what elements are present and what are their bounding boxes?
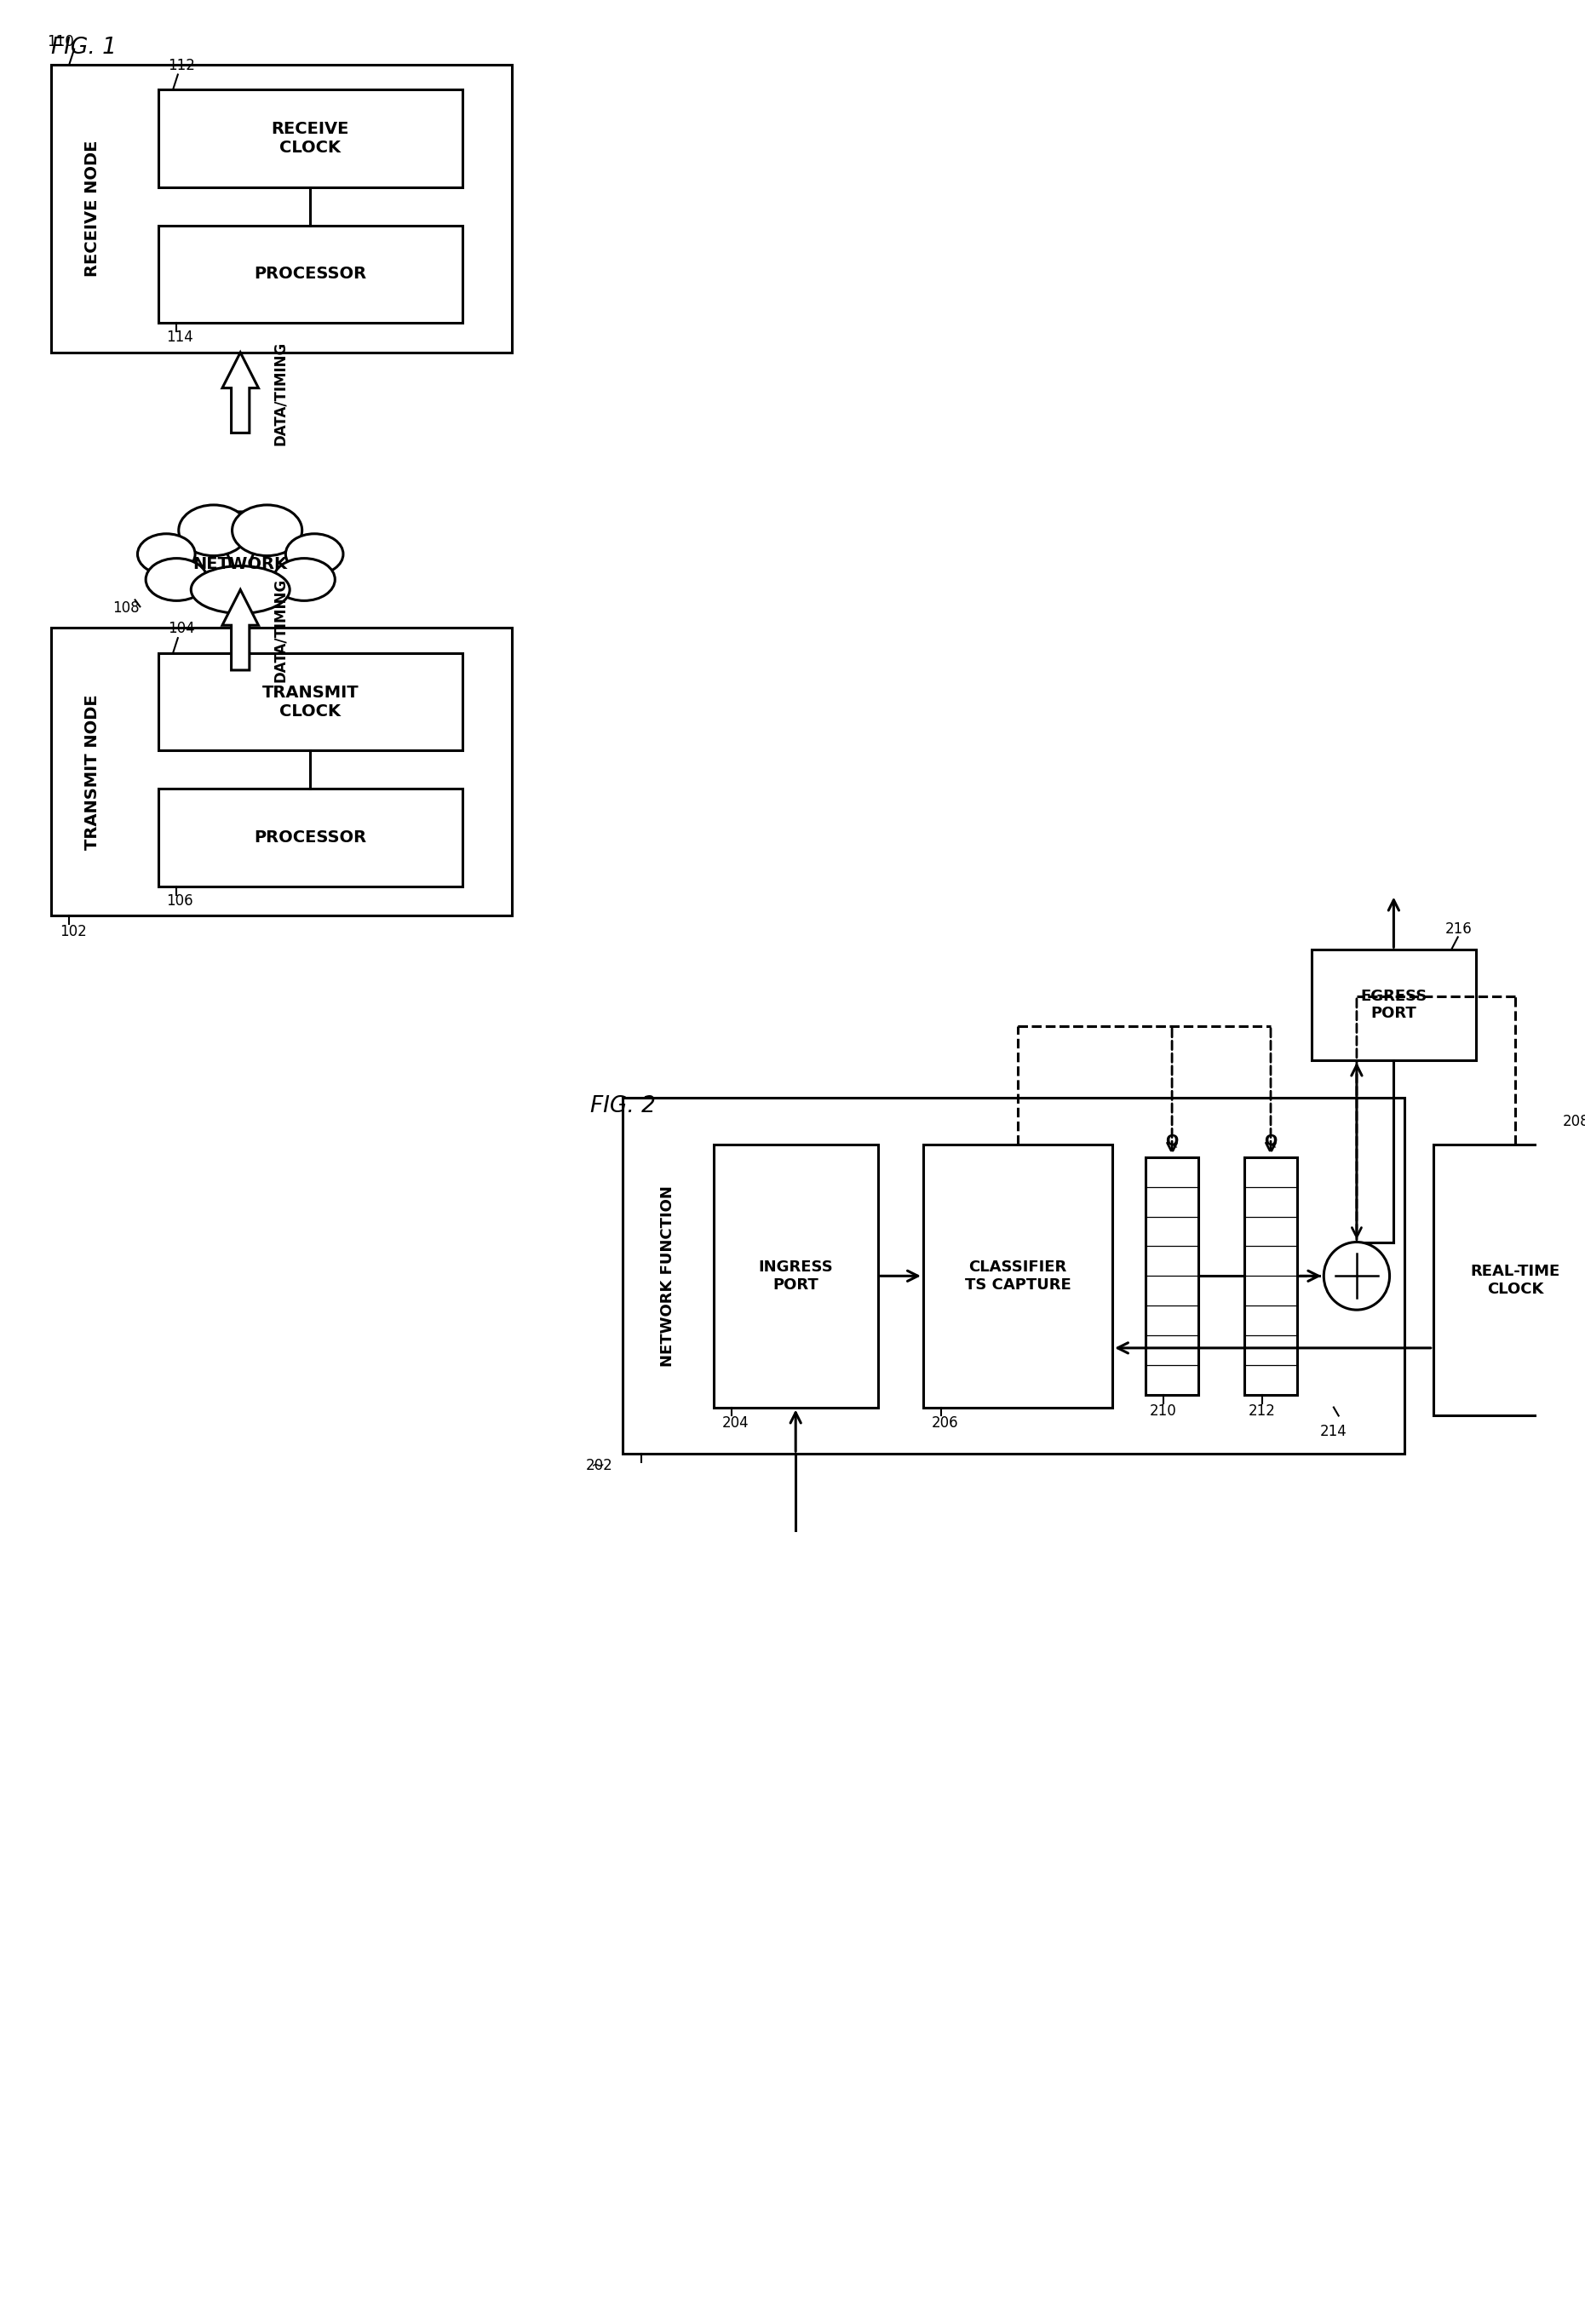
Text: EGRESS
PORT: EGRESS PORT — [1360, 988, 1427, 1020]
Ellipse shape — [285, 535, 344, 574]
Text: 210: 210 — [1149, 1404, 1176, 1418]
Text: TRANSMIT
CLOCK: TRANSMIT CLOCK — [262, 686, 358, 720]
Text: PROCESSOR: PROCESSOR — [254, 830, 366, 846]
Ellipse shape — [192, 567, 290, 614]
Text: FIG. 1: FIG. 1 — [51, 37, 117, 58]
Text: 216: 216 — [1446, 923, 1472, 937]
Text: 114: 114 — [166, 330, 193, 344]
Text: FIG. 2: FIG. 2 — [590, 1095, 656, 1118]
Ellipse shape — [273, 558, 334, 600]
Text: CLASSIFIER
TS CAPTURE: CLASSIFIER TS CAPTURE — [965, 1260, 1071, 1292]
Text: 206: 206 — [932, 1415, 959, 1432]
Text: 204: 204 — [721, 1415, 748, 1432]
Bar — [922, 1146, 1113, 1408]
Bar — [159, 788, 463, 885]
Bar — [1433, 1146, 1585, 1415]
Circle shape — [1323, 1241, 1390, 1311]
Bar — [51, 65, 512, 353]
Bar — [1244, 1157, 1298, 1394]
Text: NETWORK FUNCTION: NETWORK FUNCTION — [661, 1185, 675, 1367]
Text: 212: 212 — [1247, 1404, 1276, 1418]
Text: 102: 102 — [59, 925, 87, 939]
Text: 104: 104 — [168, 621, 195, 637]
Bar — [159, 653, 463, 751]
Text: 208: 208 — [1563, 1113, 1585, 1129]
Ellipse shape — [138, 535, 195, 574]
Bar — [159, 91, 463, 188]
Ellipse shape — [179, 504, 249, 555]
Text: 202: 202 — [586, 1457, 613, 1473]
Text: 112: 112 — [168, 58, 195, 72]
Text: RECEIVE NODE: RECEIVE NODE — [84, 139, 100, 277]
Bar — [1146, 1157, 1198, 1394]
Ellipse shape — [250, 537, 328, 590]
Ellipse shape — [184, 511, 296, 586]
Polygon shape — [222, 590, 258, 669]
Bar — [159, 225, 463, 323]
Bar — [1311, 951, 1476, 1060]
Text: 106: 106 — [166, 892, 193, 909]
Text: Q: Q — [1265, 1132, 1278, 1148]
Polygon shape — [222, 353, 258, 432]
Text: DATA/TIMING: DATA/TIMING — [273, 342, 287, 446]
Text: 214: 214 — [1320, 1425, 1347, 1439]
Text: RECEIVE
CLOCK: RECEIVE CLOCK — [271, 121, 349, 156]
Text: 108: 108 — [113, 600, 139, 616]
Text: DATA/TIMING: DATA/TIMING — [273, 579, 287, 683]
Text: INGRESS
PORT: INGRESS PORT — [758, 1260, 834, 1292]
Bar — [713, 1146, 878, 1408]
Text: ~: ~ — [591, 1457, 605, 1473]
Bar — [623, 1097, 1404, 1455]
Bar — [51, 627, 512, 916]
Text: NETWORK: NETWORK — [193, 555, 287, 572]
Ellipse shape — [152, 537, 230, 590]
Text: PROCESSOR: PROCESSOR — [254, 265, 366, 281]
Text: REAL-TIME
CLOCK: REAL-TIME CLOCK — [1471, 1264, 1560, 1297]
Text: Q: Q — [1165, 1132, 1179, 1148]
Text: TRANSMIT NODE: TRANSMIT NODE — [84, 695, 100, 851]
Ellipse shape — [231, 504, 303, 555]
Text: 110: 110 — [48, 35, 74, 49]
Ellipse shape — [146, 558, 208, 600]
